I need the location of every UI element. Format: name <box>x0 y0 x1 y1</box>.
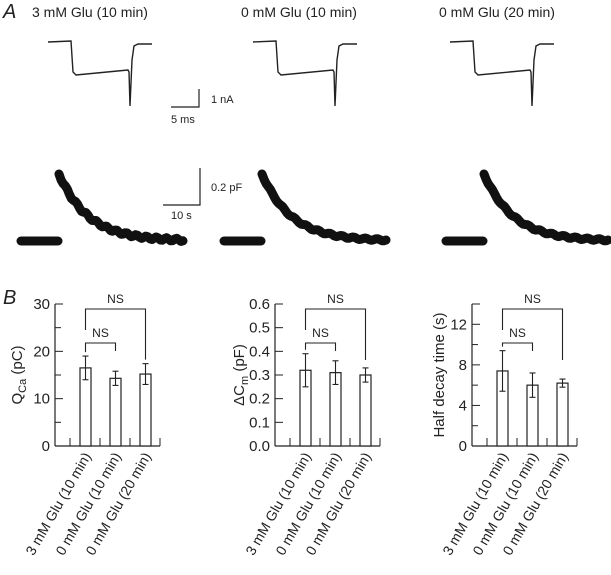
current-scale-lines <box>171 89 200 108</box>
y-axis-label: Half decay time (s) <box>431 312 448 437</box>
significance-label: NS <box>107 292 124 306</box>
current-trace-3 <box>449 40 554 107</box>
bar <box>109 377 122 447</box>
decay-segment <box>54 169 188 246</box>
capacitance-scale-x-label: 10 s <box>171 210 192 222</box>
y-tick-label: 0 <box>459 438 467 455</box>
y-tick-label: 0.1 <box>249 414 270 431</box>
decay-segment <box>257 169 391 246</box>
significance-bracket <box>304 342 337 351</box>
capacitance-trace-3 <box>441 169 611 246</box>
current-scale-y-label: 1 nA <box>211 94 234 106</box>
y-tick-label: 10 <box>33 391 50 408</box>
y-axis-label-sub: m <box>239 376 251 385</box>
significance-label: NS <box>524 292 541 306</box>
y-tick-label: 20 <box>33 343 50 360</box>
significance-bracket <box>84 308 147 360</box>
y-axis-label-unit: (pF) <box>231 344 248 376</box>
y-axis-label-sub: Ca <box>17 378 29 393</box>
y-tick-label: 0.4 <box>249 343 270 360</box>
significance-label: NS <box>312 326 329 340</box>
y-axis-label-main: ΔC <box>231 385 248 406</box>
capacitance-trace-2 <box>219 169 391 246</box>
capacitance-scale-bar: 0.2 pF 10 s <box>163 168 242 222</box>
significance-bracket <box>304 308 367 360</box>
y-tick-label: 0.6 <box>249 296 270 313</box>
decay-segment <box>479 169 611 246</box>
y-axis-label-unit: (pC) <box>9 345 26 378</box>
y-axis-label: ΔCm (pF) <box>231 344 251 406</box>
y-tick-label: 4 <box>459 397 467 414</box>
panel-a-letter: A <box>2 1 16 23</box>
significance-label: NS <box>92 326 109 340</box>
current-traces <box>47 40 554 107</box>
y-tick-label: 8 <box>459 357 467 374</box>
bar <box>556 382 569 447</box>
current-scale-bar: 1 nA 5 ms <box>171 89 234 126</box>
condition-title-3: 0 mM Glu (20 min) <box>439 4 555 20</box>
y-tick-label: 0.5 <box>249 320 270 337</box>
significance-bracket <box>501 342 534 351</box>
y-tick-label: 30 <box>33 296 50 313</box>
y-axis-label-main: Q <box>9 393 26 405</box>
y-tick-label: 0.0 <box>249 438 270 455</box>
significance-label: NS <box>327 292 344 306</box>
y-tick-label: 0 <box>42 438 50 455</box>
significance-label: NS <box>509 326 526 340</box>
y-axis-label-main: Half decay time (s) <box>431 312 448 437</box>
condition-title-1: 3 mM Glu (10 min) <box>32 4 148 20</box>
y-tick-label: 0.2 <box>249 391 270 408</box>
y-tick-label: 0.3 <box>249 367 270 384</box>
condition-title-2: 0 mM Glu (10 min) <box>241 4 357 20</box>
capacitance-trace-1 <box>16 169 188 246</box>
significance-bracket <box>84 342 117 353</box>
capacitance-scale-lines <box>163 168 201 206</box>
current-scale-x-label: 5 ms <box>171 114 195 126</box>
y-tick-label: 12 <box>450 316 467 333</box>
y-axis-label: QCa (pC) <box>9 345 29 404</box>
current-trace-2 <box>252 40 357 107</box>
panel-b-letter: B <box>3 287 16 309</box>
current-trace-1 <box>47 40 152 107</box>
capacitance-traces <box>16 169 611 246</box>
bar <box>359 374 372 447</box>
capacitance-scale-y-label: 0.2 pF <box>211 182 242 194</box>
significance-bracket <box>501 308 564 360</box>
